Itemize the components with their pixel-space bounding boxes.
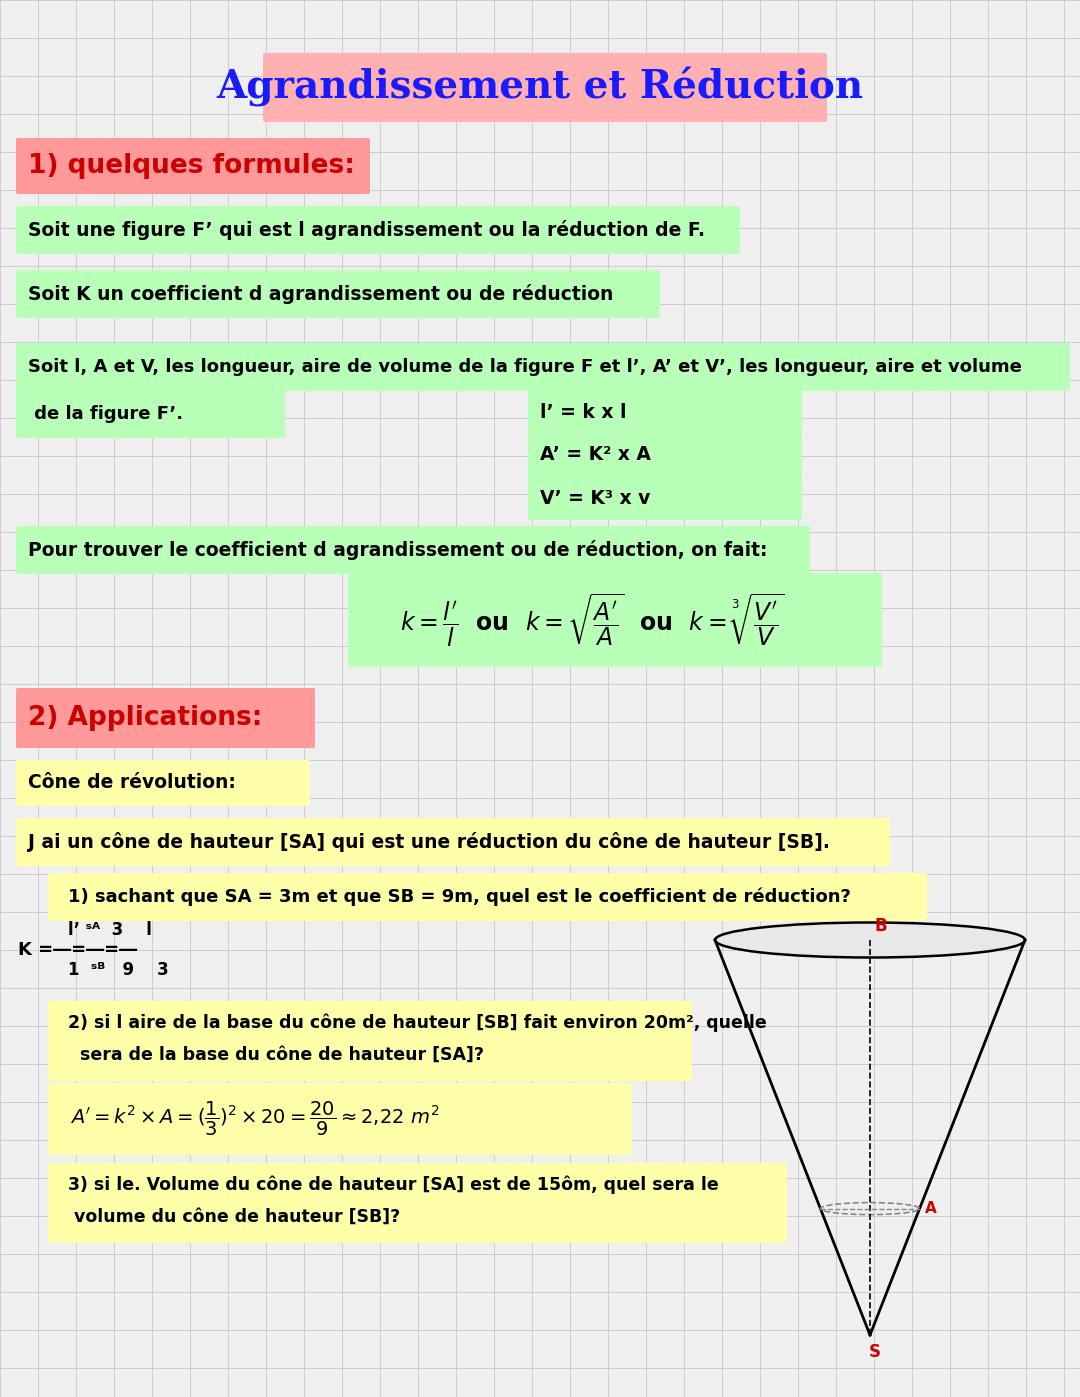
FancyBboxPatch shape xyxy=(16,344,1070,391)
FancyBboxPatch shape xyxy=(16,205,740,254)
Text: de la figure F’.: de la figure F’. xyxy=(28,405,184,423)
FancyBboxPatch shape xyxy=(16,819,890,866)
Text: 2) Applications:: 2) Applications: xyxy=(28,705,262,731)
FancyBboxPatch shape xyxy=(16,138,370,194)
Ellipse shape xyxy=(715,922,1025,957)
Text: Cône de révolution:: Cône de révolution: xyxy=(28,774,235,792)
FancyBboxPatch shape xyxy=(16,687,315,747)
Text: $k = \dfrac{l'}{l}$  ou  $k = \sqrt{\dfrac{A'}{A}}$  ou  $k = \sqrt[3]{\dfrac{V': $k = \dfrac{l'}{l}$ ou $k = \sqrt{\dfrac… xyxy=(400,591,784,648)
FancyBboxPatch shape xyxy=(48,873,927,921)
FancyBboxPatch shape xyxy=(16,390,285,439)
Text: sera de la base du cône de hauteur [SA]?: sera de la base du cône de hauteur [SA]? xyxy=(68,1046,484,1065)
Text: A’ = K² x A: A’ = K² x A xyxy=(540,446,651,464)
Text: 1) quelques formules:: 1) quelques formules: xyxy=(28,154,355,179)
FancyBboxPatch shape xyxy=(528,390,802,434)
Text: Soit l, A et V, les longueur, aire de volume de la figure F et l’, A’ et V’, les: Soit l, A et V, les longueur, aire de vo… xyxy=(28,358,1022,376)
Text: Soit K un coefficient d agrandissement ou de réduction: Soit K un coefficient d agrandissement o… xyxy=(28,284,613,305)
FancyBboxPatch shape xyxy=(528,476,802,520)
Text: volume du cône de hauteur [SB]?: volume du cône de hauteur [SB]? xyxy=(68,1208,401,1227)
Text: 2) si l aire de la base du cône de hauteur [SB] fait environ 20m², quelle: 2) si l aire de la base du cône de haute… xyxy=(68,1014,767,1032)
Text: $A' = k^2 \times A = (\dfrac{1}{3})^2 \times 20 = \dfrac{20}{9} \approx 2{,}22\ : $A' = k^2 \times A = (\dfrac{1}{3})^2 \t… xyxy=(70,1099,440,1139)
Text: 1  ˢᴮ   9    3: 1 ˢᴮ 9 3 xyxy=(68,961,168,979)
Text: B: B xyxy=(875,916,888,935)
FancyBboxPatch shape xyxy=(264,53,827,122)
Text: S: S xyxy=(869,1343,881,1361)
Text: Pour trouver le coefficient d agrandissement ou de réduction, on fait:: Pour trouver le coefficient d agrandisse… xyxy=(28,541,768,560)
FancyBboxPatch shape xyxy=(528,433,802,476)
Text: V’ = K³ x v: V’ = K³ x v xyxy=(540,489,650,507)
Text: J ai un cône de hauteur [SA] qui est une réduction du cône de hauteur [SB].: J ai un cône de hauteur [SA] qui est une… xyxy=(28,833,829,852)
Text: Soit une figure F’ qui est l agrandissement ou la réduction de F.: Soit une figure F’ qui est l agrandissem… xyxy=(28,219,705,240)
Text: 3) si le. Volume du cône de hauteur [SA] est de 15ôm, quel sera le: 3) si le. Volume du cône de hauteur [SA]… xyxy=(68,1176,719,1194)
Text: l’ ˢᴬ  3    l: l’ ˢᴬ 3 l xyxy=(68,921,152,939)
Text: l’ = k x l: l’ = k x l xyxy=(540,402,626,422)
Text: A: A xyxy=(924,1201,936,1217)
FancyBboxPatch shape xyxy=(16,760,310,806)
FancyBboxPatch shape xyxy=(48,1002,692,1081)
FancyBboxPatch shape xyxy=(48,1162,787,1243)
Text: 1) sachant que SA = 3m et que SB = 9m, quel est le coefficient de réduction?: 1) sachant que SA = 3m et que SB = 9m, q… xyxy=(68,887,851,907)
FancyBboxPatch shape xyxy=(348,573,882,666)
Text: K =―=―=―: K =―=―=― xyxy=(18,942,137,958)
FancyBboxPatch shape xyxy=(16,527,810,574)
FancyBboxPatch shape xyxy=(16,270,660,319)
FancyBboxPatch shape xyxy=(48,1083,632,1155)
Text: Agrandissement et Réduction: Agrandissement et Réduction xyxy=(216,67,864,108)
